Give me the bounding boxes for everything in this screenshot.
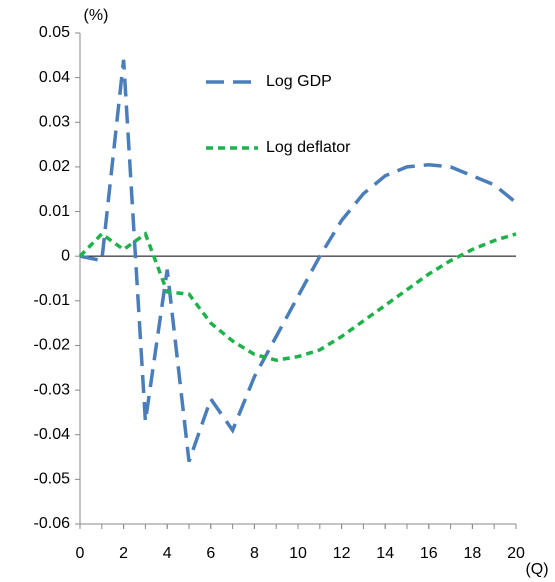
x-tick-label: 14 [376, 545, 394, 562]
y-tick-label: 0.04 [39, 69, 70, 86]
y-tick-label: 0.01 [39, 203, 70, 220]
y-tick-label: -0.05 [34, 471, 71, 488]
y-axis-label: (%) [84, 7, 109, 24]
series-line [78, 231, 517, 362]
y-tick-label: -0.02 [34, 337, 71, 354]
y-tick-label: 0.02 [39, 158, 70, 175]
y-tick-label: 0.03 [39, 113, 70, 130]
x-tick-label: 0 [76, 545, 85, 562]
y-tick-label: -0.04 [34, 426, 71, 443]
x-tick-label: 6 [206, 545, 215, 562]
y-tick-label: -0.01 [34, 292, 71, 309]
y-tick-label: -0.03 [34, 381, 71, 398]
x-tick-label: 16 [420, 545, 438, 562]
x-tick-label: 4 [163, 545, 172, 562]
x-tick-label: 20 [507, 545, 525, 562]
x-tick-label: 18 [464, 545, 482, 562]
legend-label: Log deflator [266, 139, 351, 156]
y-tick-label: -0.06 [34, 515, 71, 532]
y-tick-label: 0 [61, 247, 70, 264]
x-tick-label: 8 [250, 545, 259, 562]
x-tick-label: 2 [119, 545, 128, 562]
legend-label: Log GDP [266, 73, 332, 90]
x-tick-label: 12 [333, 545, 351, 562]
series-line [79, 59, 518, 463]
x-axis-label: (Q) [525, 561, 548, 578]
y-tick-label: 0.05 [39, 24, 70, 41]
x-tick-label: 10 [289, 545, 307, 562]
